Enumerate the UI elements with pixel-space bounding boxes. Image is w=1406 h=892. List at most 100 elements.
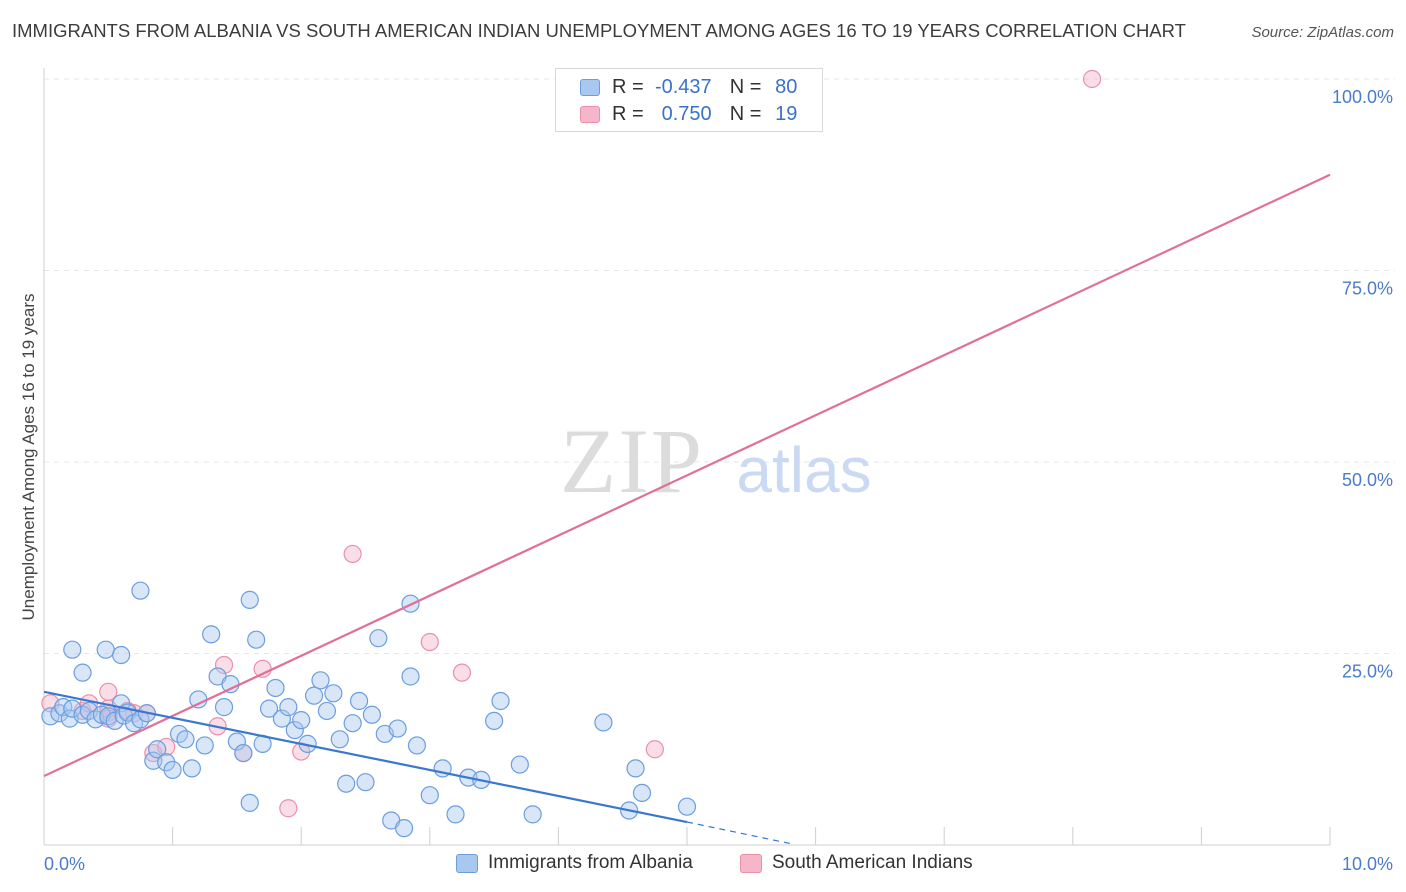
data-point-immigrants-from-albania — [96, 640, 115, 659]
south-american-indians-legend-label: South American Indians — [772, 852, 973, 873]
data-point-immigrants-from-albania — [343, 714, 362, 733]
y-tick-label: 50.0% — [1342, 470, 1393, 490]
data-point-immigrants-from-albania — [388, 719, 407, 738]
trend-line-immigrants-from-albania — [43, 690, 688, 824]
data-point-immigrants-from-albania — [285, 720, 304, 740]
y-tick-label: 75.0% — [1342, 279, 1393, 299]
albania-swatch — [456, 853, 478, 873]
data-point-south-american-indians — [214, 655, 234, 675]
tick-labels: 25.0% 50.0% 75.0% 100.0% 0.0% 10.0% — [44, 87, 1393, 874]
data-point-immigrants-from-albania — [394, 819, 414, 838]
data-point-immigrants-from-albania — [626, 759, 645, 778]
grid — [44, 78, 1395, 654]
data-point-immigrants-from-albania — [304, 686, 324, 705]
data-point-immigrants-from-albania — [632, 783, 652, 803]
data-point-immigrants-from-albania — [266, 678, 285, 698]
data-point-immigrants-from-albania — [311, 671, 330, 690]
trend-line-south-american-indians — [43, 173, 1331, 778]
data-point-immigrants-from-albania — [272, 709, 292, 728]
data-point-immigrants-from-albania — [189, 690, 208, 709]
source-label: Source: ZipAtlas.com — [1251, 24, 1394, 41]
data-point-immigrants-from-albania — [227, 732, 246, 751]
n-label: N = — [729, 102, 762, 125]
n-label: N = — [729, 75, 762, 98]
data-point-immigrants-from-albania — [148, 740, 167, 759]
y-tick-label: 25.0% — [1342, 662, 1393, 682]
bottom-legend-south-american-indians: South American Indians — [740, 852, 973, 874]
data-point-immigrants-from-albania — [279, 698, 298, 717]
watermark: ZIP atlas — [560, 410, 872, 512]
data-point-immigrants-from-albania — [240, 793, 259, 812]
data-point-immigrants-from-albania — [234, 743, 253, 763]
data-point-immigrants-from-albania — [491, 691, 510, 711]
data-point-immigrants-from-albania — [401, 667, 420, 686]
data-point-immigrants-from-albania — [349, 691, 369, 711]
data-point-immigrants-from-albania — [240, 590, 259, 609]
data-point-immigrants-from-albania — [337, 774, 356, 793]
south-american-indians-swatch — [740, 853, 762, 873]
albania-n-value: 80 — [775, 75, 798, 98]
data-point-south-american-indians — [1082, 69, 1102, 89]
south-american-indians-r-value: 0.750 — [661, 102, 712, 125]
albania-swatch — [580, 78, 600, 96]
data-point-immigrants-from-albania — [407, 736, 427, 755]
data-point-immigrants-from-albania — [247, 630, 266, 649]
trend-lines — [43, 173, 1331, 845]
data-point-immigrants-from-albania — [221, 675, 240, 694]
south-american-indians-n-value: 19 — [775, 102, 798, 125]
data-point-immigrants-from-albania — [510, 755, 529, 774]
albania-legend-label: Immigrants from Albania — [488, 852, 693, 873]
data-point-immigrants-from-albania — [324, 684, 343, 703]
watermark-atlas: atlas — [736, 434, 871, 506]
data-point-immigrants-from-albania — [446, 805, 465, 824]
data-point-immigrants-from-albania — [195, 736, 214, 755]
data-point-immigrants-from-albania — [163, 760, 182, 780]
data-point-immigrants-from-albania — [214, 698, 234, 717]
data-point-immigrants-from-albania — [356, 773, 375, 792]
r-label: R = — [612, 75, 644, 98]
y-tick-label: 100.0% — [1332, 87, 1393, 107]
data-point-south-american-indians — [452, 663, 472, 682]
data-point-south-american-indians — [279, 799, 298, 818]
watermark-zip: ZIP — [560, 410, 704, 512]
y-axis-label: Unemployment Among Ages 16 to 19 years — [19, 294, 38, 621]
data-point-immigrants-from-albania — [182, 759, 201, 778]
data-point-south-american-indians — [645, 740, 664, 759]
data-point-immigrants-from-albania — [73, 663, 92, 682]
data-point-immigrants-from-albania — [176, 730, 195, 749]
data-point-immigrants-from-albania — [112, 645, 131, 665]
data-point-immigrants-from-albania — [63, 640, 82, 659]
data-point-immigrants-from-albania — [420, 786, 439, 805]
data-point-immigrants-from-albania — [99, 707, 118, 726]
data-point-immigrants-from-albania — [523, 805, 542, 824]
chart-title: IMMIGRANTS FROM ALBANIA VS SOUTH AMERICA… — [12, 20, 1186, 41]
series-immigrants-from-albania — [41, 581, 697, 838]
data-point-immigrants-from-albania — [259, 699, 279, 718]
correlation-legend: R = -0.437 N = 80 R = 0.750 N = 19 — [555, 68, 823, 132]
data-point-immigrants-from-albania — [485, 711, 504, 731]
data-point-immigrants-from-albania — [594, 713, 613, 732]
data-point-immigrants-from-albania — [292, 711, 311, 730]
data-point-immigrants-from-albania — [362, 705, 382, 724]
data-point-immigrants-from-albania — [317, 701, 337, 721]
south-american-indians-swatch — [580, 105, 600, 123]
bottom-legend-albania: Immigrants from Albania — [456, 852, 693, 874]
data-point-immigrants-from-albania — [202, 625, 221, 644]
data-point-immigrants-from-albania — [677, 797, 697, 816]
albania-r-value: -0.437 — [654, 75, 712, 98]
data-point-immigrants-from-albania — [330, 730, 349, 749]
data-point-immigrants-from-albania — [54, 698, 73, 717]
data-point-south-american-indians — [420, 632, 439, 652]
data-point-immigrants-from-albania — [369, 629, 388, 648]
legend-row-south-american-indians: R = 0.750 N = 19 — [580, 102, 797, 126]
axes — [43, 68, 1331, 846]
data-point-immigrants-from-albania — [105, 711, 124, 731]
data-point-south-american-indians — [343, 544, 362, 564]
data-point-immigrants-from-albania — [131, 581, 150, 600]
trend-line-extension-immigrants-from-albania — [686, 821, 791, 845]
legend-row-albania: R = -0.437 N = 80 — [580, 75, 797, 99]
r-label: R = — [612, 102, 644, 125]
data-point-south-american-indians — [99, 682, 118, 701]
x-tick-label: 10.0% — [1342, 854, 1393, 874]
